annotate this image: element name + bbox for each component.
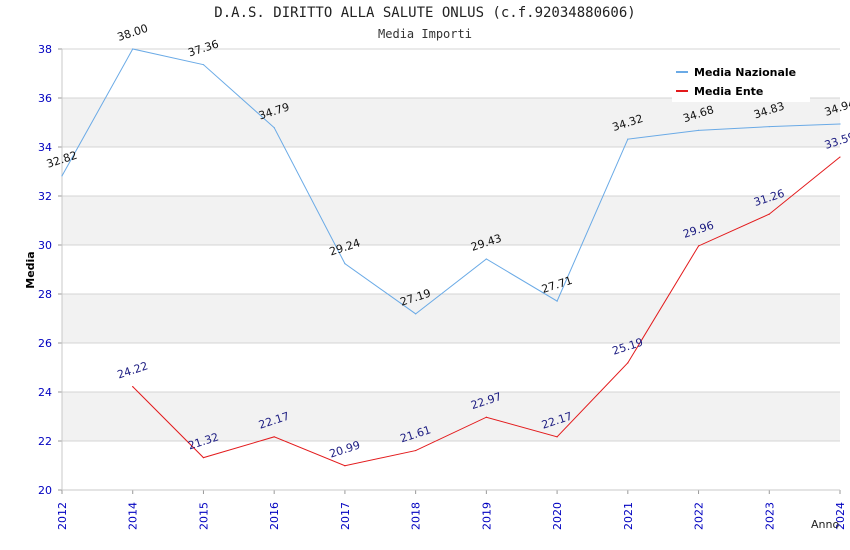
y-tick-label: 20: [38, 484, 52, 497]
x-tick-label: 2014: [127, 502, 140, 530]
data-point: [202, 457, 205, 459]
x-tick-label: 2012: [56, 502, 69, 530]
y-tick-label: 26: [38, 337, 52, 350]
y-tick-label: 34: [38, 141, 52, 154]
x-tick-label: 2017: [339, 502, 352, 530]
x-tick-label: 2024: [834, 502, 847, 530]
data-label: 38.00: [116, 22, 150, 44]
data-point: [61, 175, 63, 177]
data-label: 37.36: [186, 37, 220, 59]
data-point: [273, 436, 275, 438]
data-point: [344, 465, 346, 467]
y-tick-label: 22: [38, 435, 52, 448]
grid-band: [62, 294, 840, 343]
grid-band: [62, 98, 840, 147]
legend-box: [672, 60, 810, 102]
x-tick-label: 2022: [693, 502, 706, 530]
y-tick-label: 32: [38, 190, 52, 203]
y-tick-label: 24: [38, 386, 52, 399]
x-tick-label: 2020: [551, 502, 564, 530]
chart-title: D.A.S. DIRITTO ALLA SALUTE ONLUS (c.f.92…: [214, 5, 636, 21]
data-point: [627, 138, 629, 140]
x-axis-title: Anno: [811, 518, 839, 531]
y-axis-title: Media: [24, 251, 37, 288]
data-point: [839, 156, 841, 158]
data-point: [132, 386, 134, 388]
x-tick-label: 2015: [197, 502, 210, 530]
data-point: [556, 300, 558, 302]
series-line-media-nazionale: [61, 48, 841, 315]
data-point: [697, 129, 700, 131]
data-label: 20.99: [328, 439, 362, 461]
x-tick-label: 2023: [763, 502, 776, 530]
data-point: [132, 48, 134, 50]
grid-band: [62, 196, 840, 245]
data-point: [344, 263, 346, 265]
grid-band: [62, 392, 840, 441]
x-tick-label: 2016: [268, 502, 281, 530]
data-point: [768, 213, 770, 215]
chart-subtitle: Media Importi: [378, 27, 472, 41]
y-tick-label: 30: [38, 239, 52, 252]
y-tick-label: 36: [38, 92, 52, 105]
y-tick-label: 38: [38, 43, 52, 56]
data-point: [415, 449, 417, 452]
x-tick-label: 2021: [622, 502, 635, 530]
data-point: [273, 127, 275, 129]
legend-label: Media Nazionale: [694, 66, 796, 79]
data-point: [839, 123, 841, 125]
legend-label: Media Ente: [694, 85, 763, 98]
data-label: 24.22: [116, 359, 150, 381]
x-tick-label: 2019: [480, 502, 493, 530]
data-point: [697, 245, 700, 247]
data-label: 27.71: [540, 274, 574, 296]
data-point: [415, 313, 417, 315]
data-point: [768, 126, 770, 128]
data-point: [202, 64, 205, 66]
data-point: [556, 436, 558, 438]
data-point: [485, 416, 487, 418]
data-point: [485, 258, 487, 260]
data-point: [627, 362, 629, 364]
y-tick-label: 28: [38, 288, 52, 301]
x-tick-label: 2018: [410, 502, 423, 530]
